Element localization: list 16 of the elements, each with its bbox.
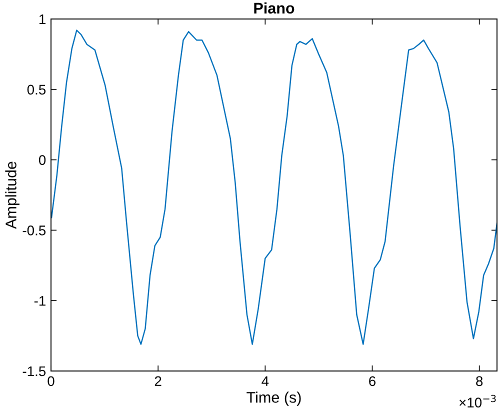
y-tick-label: 0 <box>38 155 46 165</box>
y-axis-title: Amplitude <box>5 162 20 229</box>
y-tick-label: 0.5 <box>27 84 46 95</box>
y-tick-label: -0.5 <box>22 226 46 236</box>
text: ×10$^{−3}$ <box>459 394 496 408</box>
y-tick-label: -1.5 <box>22 366 46 376</box>
chart-title: Piano <box>254 2 294 14</box>
x-tick-label: 8 <box>476 376 483 386</box>
x-tick-label: 4 <box>262 376 269 386</box>
y-tick-label: -1 <box>34 296 46 306</box>
x-tick-label: 6 <box>369 376 376 386</box>
x-tick-label: 0 <box>48 376 54 386</box>
y-tick-label: 1 <box>39 14 46 24</box>
x-tick-label: 2 <box>154 376 162 386</box>
x-axis-title: Time (s) <box>246 392 301 406</box>
line-series <box>51 30 497 345</box>
